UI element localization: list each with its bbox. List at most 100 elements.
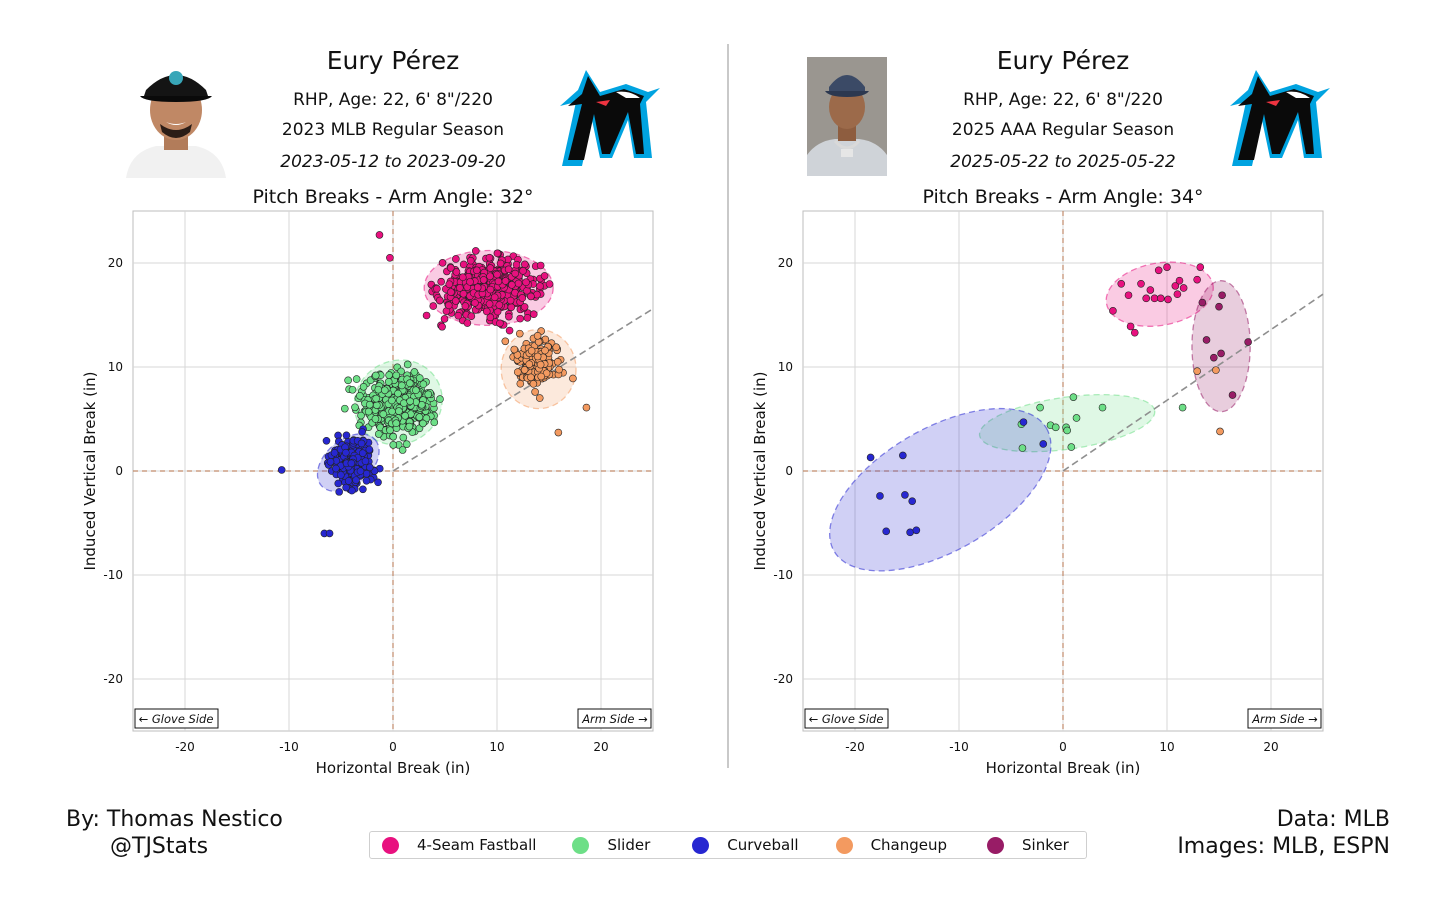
point-slider <box>1069 393 1078 401</box>
y-tick-label: -10 <box>103 568 123 582</box>
author-handle: @TJStats <box>110 834 209 859</box>
point-4-seam-fastball <box>482 307 491 316</box>
point-4-seam-fastball <box>540 272 549 280</box>
legend-item-changeup: Changeup <box>835 836 948 854</box>
point-4-seam-fastball <box>456 284 464 292</box>
point-4-seam-fastball <box>440 315 449 323</box>
point-curveball <box>362 476 371 485</box>
point-4-seam-fastball <box>466 278 474 286</box>
point-4-seam-fastball <box>1126 322 1135 331</box>
point-curveball <box>326 457 335 466</box>
point-4-seam-fastball <box>1142 294 1151 303</box>
point-4-seam-fastball <box>1173 290 1182 298</box>
point-4-seam-fastball <box>451 297 460 305</box>
legend-item-4-seam-fastball: 4-Seam Fastball <box>382 836 536 854</box>
point-slider <box>419 380 428 389</box>
point-slider <box>1051 423 1060 432</box>
point-curveball <box>356 467 365 475</box>
point-slider <box>371 371 380 380</box>
point-4-seam-fastball <box>479 276 488 284</box>
point-changeup <box>536 360 545 369</box>
point-slider <box>405 422 414 431</box>
point-slider <box>388 396 396 405</box>
glove-side-annotation: ← Glove Side <box>134 708 219 729</box>
point-slider <box>356 391 364 400</box>
point-slider <box>398 381 406 390</box>
point-slider <box>392 371 401 380</box>
point-4-seam-fastball <box>514 279 523 288</box>
point-changeup <box>1216 427 1224 436</box>
point-changeup <box>582 403 591 412</box>
point-4-seam-fastball <box>494 277 503 286</box>
point-4-seam-fastball <box>444 301 453 310</box>
point-slider <box>415 413 424 421</box>
marlins-m-logo <box>1226 62 1336 172</box>
point-4-seam-fastball <box>521 260 529 269</box>
legend-label: Changeup <box>870 836 948 854</box>
point-curveball <box>348 486 356 495</box>
point-4-seam-fastball <box>471 247 480 255</box>
point-slider <box>1018 444 1027 452</box>
point-changeup <box>520 366 529 374</box>
point-sinker <box>1228 391 1237 399</box>
point-changeup <box>510 345 519 354</box>
point-4-seam-fastball <box>545 280 554 288</box>
point-slider <box>344 376 352 385</box>
plot-title: Pitch Breaks - Arm Angle: 32° <box>252 186 534 208</box>
point-4-seam-fastball <box>438 322 446 331</box>
point-changeup <box>541 346 549 355</box>
point-changeup <box>529 380 538 388</box>
point-slider <box>1063 426 1071 435</box>
point-slider <box>359 382 368 391</box>
point-slider <box>394 389 402 398</box>
arm-side-annotation: Arm Side → <box>1247 708 1322 729</box>
point-4-seam-fastball <box>429 302 438 310</box>
player-headshot-photo <box>807 57 887 176</box>
point-4-seam-fastball <box>466 256 475 265</box>
point-4-seam-fastball <box>496 259 505 268</box>
point-4-seam-fastball <box>433 284 441 293</box>
point-slider <box>374 430 383 438</box>
point-changeup <box>525 360 534 368</box>
point-4-seam-fastball <box>473 266 481 275</box>
marlins-m-logo <box>556 62 666 172</box>
y-tick-label: -20 <box>773 672 793 686</box>
point-slider <box>403 360 412 369</box>
x-tick-label: 20 <box>593 740 608 754</box>
image-source: Images: MLB, ESPN <box>1177 834 1390 859</box>
x-tick-label: 0 <box>389 740 397 754</box>
point-curveball <box>866 453 875 462</box>
point-changeup <box>569 374 577 383</box>
point-changeup <box>1193 367 1201 375</box>
season-label: 2025 AAA Regular Season <box>951 120 1175 140</box>
x-tick-label: -20 <box>175 740 195 754</box>
point-4-seam-fastball <box>1171 282 1180 290</box>
point-4-seam-fastball <box>447 288 455 296</box>
point-curveball <box>1039 440 1048 448</box>
point-4-seam-fastball <box>486 285 495 294</box>
point-4-seam-fastball <box>1154 266 1163 275</box>
point-4-seam-fastball <box>1175 276 1184 285</box>
y-axis-label: Induced Vertical Break (in) <box>81 371 99 570</box>
point-slider <box>436 395 444 403</box>
x-tick-label: -10 <box>949 740 969 754</box>
y-tick-label: -20 <box>103 672 123 686</box>
point-4-seam-fastball <box>493 249 502 258</box>
y-tick-label: 0 <box>785 464 793 478</box>
point-curveball <box>342 448 350 457</box>
point-4-seam-fastball <box>375 231 384 239</box>
point-4-seam-fastball <box>496 319 504 328</box>
point-curveball <box>361 457 370 465</box>
point-slider <box>1098 403 1107 412</box>
point-changeup <box>552 343 561 352</box>
ellipse-4-seam-fastball <box>1105 261 1214 327</box>
panel-divider <box>727 44 729 768</box>
point-4-seam-fastball <box>1156 294 1165 303</box>
point-4-seam-fastball <box>1130 328 1139 337</box>
point-4-seam-fastball <box>506 296 515 305</box>
point-curveball <box>337 471 345 479</box>
point-curveball <box>347 459 356 468</box>
legend-marker <box>382 836 399 854</box>
point-4-seam-fastball <box>1164 295 1172 304</box>
point-curveball <box>882 527 890 536</box>
